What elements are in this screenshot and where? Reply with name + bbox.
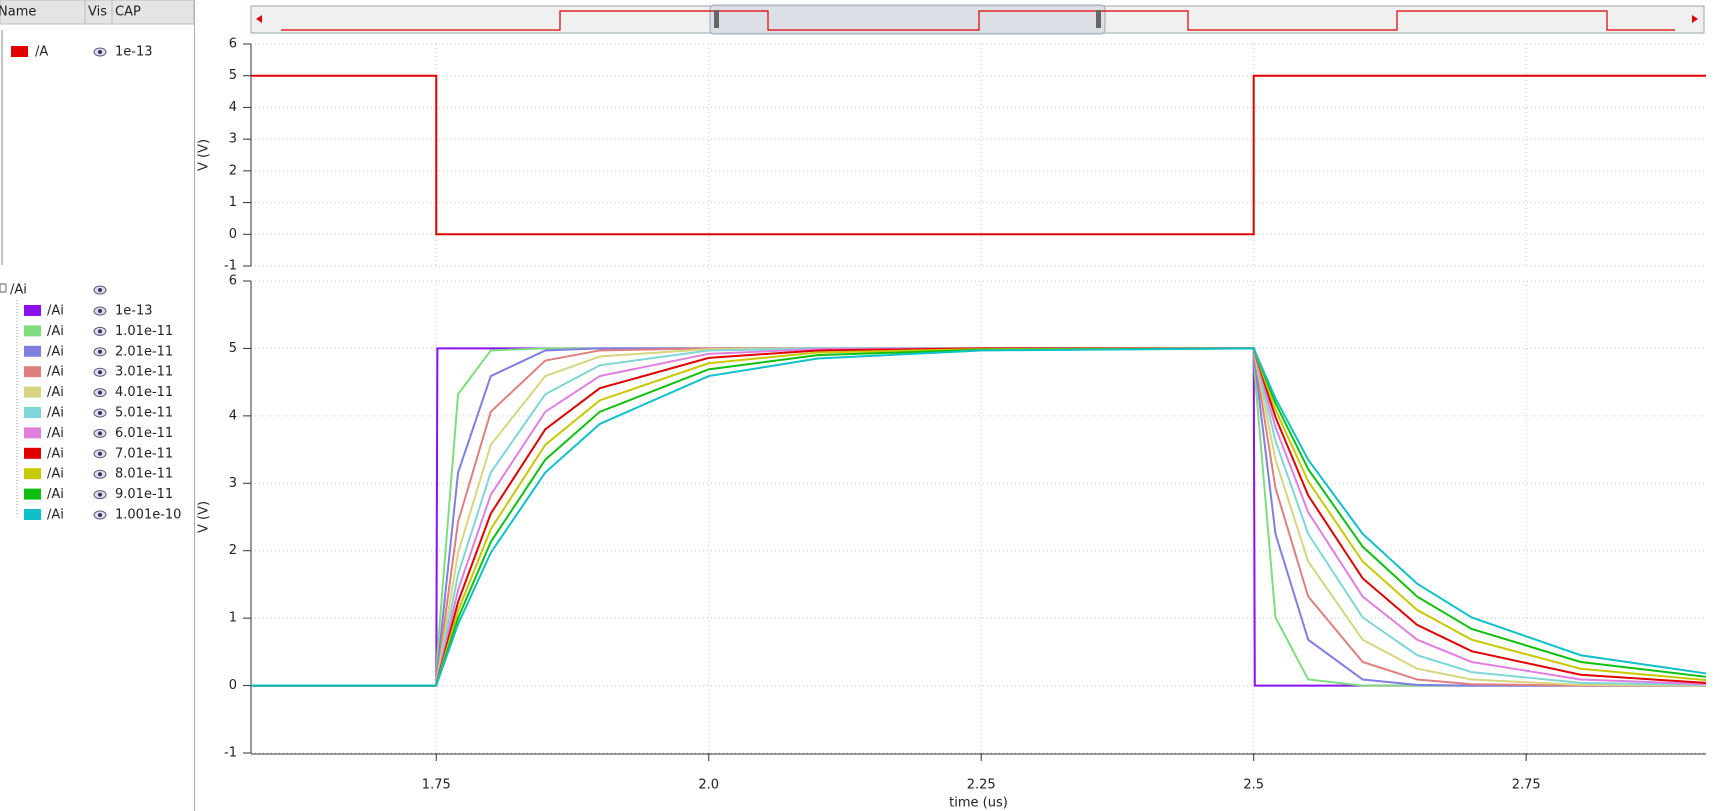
y-tick-label: -1 xyxy=(224,259,237,274)
group-toggle xyxy=(0,283,7,293)
x-tick-label: 2.0 xyxy=(698,778,719,793)
header-name: Name xyxy=(0,5,36,20)
legend-cap: 9.01e-11 xyxy=(115,487,173,502)
legend-cap: 7.01e-11 xyxy=(115,446,173,461)
plot-area xyxy=(251,281,1706,753)
legend-swatch xyxy=(24,386,41,398)
y-tick-label: 0 xyxy=(229,678,237,693)
legend-name: /Ai xyxy=(47,324,64,339)
legend-swatch xyxy=(24,468,41,480)
legend-name: /Ai xyxy=(47,426,64,441)
legend-name: /Ai xyxy=(47,385,64,400)
visibility-icon xyxy=(98,329,102,334)
legend-name: /Ai xyxy=(47,487,64,502)
visibility-icon xyxy=(98,390,102,395)
y-tick-label: 5 xyxy=(229,68,237,83)
legend-name: /Ai xyxy=(47,467,64,482)
legend-name: /Ai xyxy=(47,344,64,359)
y-tick-label: 6 xyxy=(229,274,237,289)
legend-name: /A xyxy=(35,45,48,60)
y-tick-label: 3 xyxy=(229,476,237,491)
y-axis-label: V (V) xyxy=(197,139,212,171)
group-label: /Ai xyxy=(10,283,27,298)
legend-name: /Ai xyxy=(47,365,64,380)
legend-cap: 8.01e-11 xyxy=(115,467,173,482)
legend-cap: 1e-13 xyxy=(115,304,153,319)
legend-swatch xyxy=(24,407,41,418)
header-vis: Vis xyxy=(88,5,107,20)
visibility-icon xyxy=(98,309,102,313)
y-tick-label: 1 xyxy=(229,195,237,210)
overview-thumb[interactable] xyxy=(709,4,1106,35)
legend-name: /Ai xyxy=(47,446,64,461)
legend-swatch xyxy=(24,488,41,500)
visibility-icon xyxy=(98,411,102,415)
overview-trace xyxy=(281,10,1675,31)
legend-name: /Ai xyxy=(47,508,64,523)
legend-cap: 2.01e-11 xyxy=(115,344,173,359)
legend-cap: 6.01e-11 xyxy=(115,426,173,441)
scroll-right[interactable] xyxy=(1692,15,1698,23)
thumb-grip[interactable] xyxy=(1096,10,1101,28)
legend-swatch xyxy=(24,447,41,459)
legend-swatch xyxy=(24,325,41,337)
thumb-grip[interactable] xyxy=(714,10,719,28)
legend-cap: 1e-13 xyxy=(115,45,153,60)
legend-cap: 3.01e-11 xyxy=(115,365,173,380)
y-tick-label: 3 xyxy=(229,132,237,147)
x-axis-label: time (us) xyxy=(949,796,1008,811)
legend-cap: 1.01e-11 xyxy=(115,324,173,339)
legend-swatch xyxy=(24,427,41,439)
trace xyxy=(251,74,1706,236)
legend-swatch xyxy=(24,305,41,316)
y-tick-label: 4 xyxy=(229,408,237,423)
x-tick-label: 1.75 xyxy=(422,778,451,793)
y-tick-label: 6 xyxy=(229,37,237,52)
y-tick-label: 2 xyxy=(229,163,237,178)
legend-name: /Ai xyxy=(47,406,64,421)
legend-swatch xyxy=(24,366,41,378)
legend-name: /Ai xyxy=(47,304,64,319)
scroll-left[interactable] xyxy=(256,15,262,23)
visibility-icon xyxy=(98,50,102,54)
visibility-icon xyxy=(98,472,102,477)
y-tick-label: 2 xyxy=(229,543,237,558)
plot-area xyxy=(251,44,1706,266)
x-tick-label: 2.25 xyxy=(967,778,996,793)
visibility-icon xyxy=(98,370,102,375)
legend-cap: 4.01e-11 xyxy=(115,385,173,400)
visibility-icon xyxy=(98,349,102,354)
visibility-icon xyxy=(98,513,102,517)
legend-swatch xyxy=(24,509,41,520)
visibility-icon xyxy=(98,431,102,436)
x-tick-label: 2.75 xyxy=(1512,778,1541,793)
x-tick-label: 2.5 xyxy=(1243,778,1264,793)
y-tick-label: 1 xyxy=(229,611,237,626)
visibility-icon xyxy=(98,288,102,292)
legend-cap: 5.01e-11 xyxy=(115,406,173,421)
header-cap: CAP xyxy=(115,5,141,20)
legend-swatch xyxy=(11,46,28,57)
y-tick-label: 5 xyxy=(229,341,237,356)
trace xyxy=(251,347,1707,687)
legend-header xyxy=(0,0,195,25)
y-tick-label: -1 xyxy=(224,746,237,761)
legend-panel xyxy=(0,0,194,811)
legend-swatch xyxy=(24,345,41,357)
visibility-icon xyxy=(98,451,102,456)
y-axis-label: V (V) xyxy=(197,501,212,533)
y-tick-label: 0 xyxy=(229,227,237,242)
y-tick-label: 4 xyxy=(229,100,237,115)
legend-cap: 1.001e-10 xyxy=(115,508,181,523)
visibility-icon xyxy=(98,492,102,497)
